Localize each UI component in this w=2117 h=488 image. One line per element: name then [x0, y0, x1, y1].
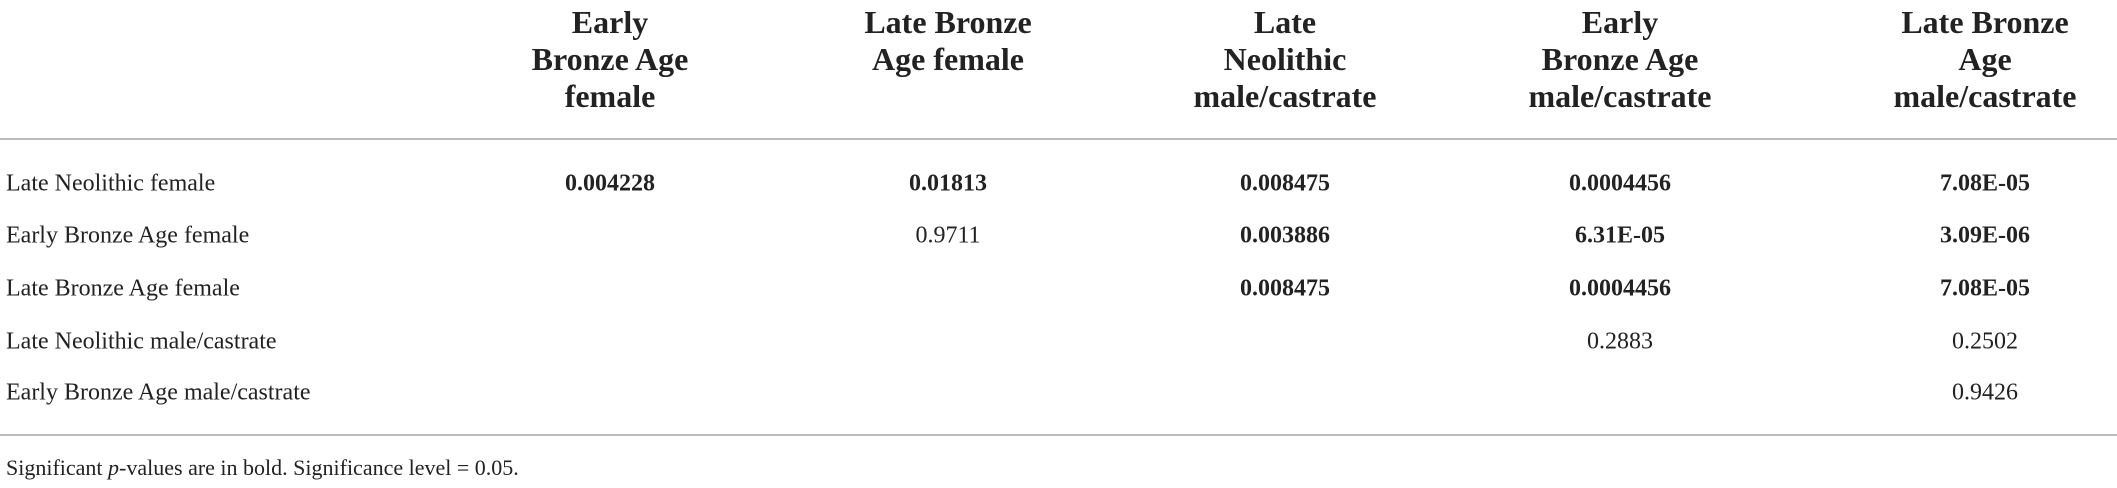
- header-line: Neolithic: [1223, 41, 1347, 77]
- p-value: 0.01813: [909, 170, 987, 197]
- header-line: male/castrate: [1528, 78, 1712, 114]
- header-line: Early: [1581, 4, 1659, 40]
- column-header: Early Bronze Age male/castrate: [1460, 4, 1780, 115]
- p-value: 0.008475: [1240, 275, 1330, 302]
- p-value: 3.09E-06: [1940, 222, 2030, 249]
- bottom-rule: [0, 434, 2117, 436]
- header-line: Late Bronze: [864, 4, 1032, 40]
- p-value: 0.9711: [915, 222, 981, 249]
- p-value: 7.08E-05: [1940, 170, 2030, 197]
- p-value: 0.004228: [565, 170, 655, 197]
- row-label: Late Neolithic female: [6, 170, 216, 197]
- note-italic: p: [108, 455, 120, 480]
- row-label: Early Bronze Age female: [6, 222, 250, 249]
- column-header: Late Neolithic male/castrate: [1125, 4, 1445, 115]
- p-value: 0.2502: [1952, 328, 2018, 355]
- row-label: Early Bronze Age male/castrate: [6, 379, 311, 406]
- p-value: 7.08E-05: [1940, 275, 2030, 302]
- p-value: 6.31E-05: [1575, 222, 1665, 249]
- column-header: Late Bronze Age female: [788, 4, 1108, 78]
- p-value: 0.003886: [1240, 222, 1330, 249]
- header-line: Age female: [872, 41, 1024, 77]
- note-text: -values are in bold. Significance level …: [119, 455, 519, 480]
- row-label: Late Bronze Age female: [6, 275, 240, 302]
- column-header: Early Bronze Age female: [450, 4, 770, 115]
- header-line: Bronze Age: [531, 41, 689, 77]
- column-header: Late Bronze Age male/castrate: [1825, 4, 2117, 115]
- note-text: Significant: [6, 455, 109, 480]
- header-line: male/castrate: [1893, 78, 2077, 114]
- row-label: Late Neolithic male/castrate: [6, 328, 277, 355]
- header-line: Late: [1253, 4, 1317, 40]
- p-value: 0.2883: [1587, 328, 1653, 355]
- p-value: 0.0004456: [1569, 170, 1671, 197]
- p-value: 0.9426: [1952, 379, 2018, 406]
- header-line: Late Bronze: [1901, 4, 2069, 40]
- header-rule: [0, 138, 2117, 140]
- header-line: Bronze Age: [1541, 41, 1699, 77]
- footnote: Significant p-values are in bold. Signif…: [6, 455, 519, 481]
- header-line: male/castrate: [1193, 78, 1377, 114]
- header-line: female: [564, 78, 656, 114]
- p-value: 0.0004456: [1569, 275, 1671, 302]
- header-line: Early: [571, 4, 649, 40]
- header-line: Age: [1958, 41, 2012, 77]
- p-value: 0.008475: [1240, 170, 1330, 197]
